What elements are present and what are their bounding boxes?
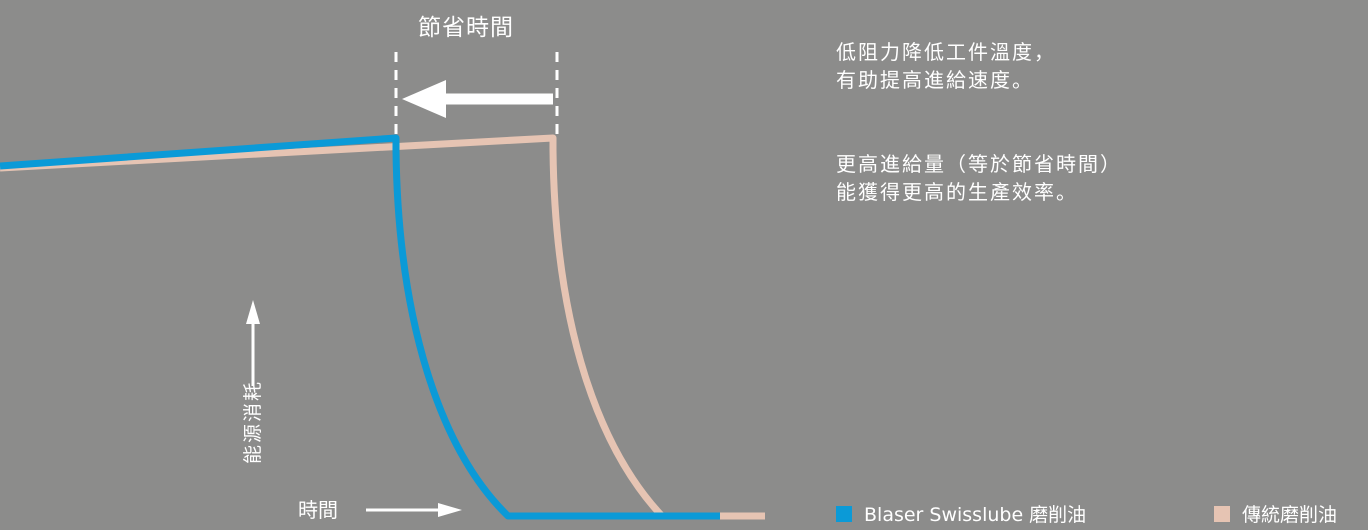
x-axis-label: 時間 [298, 498, 338, 522]
up-arrow-icon [246, 300, 260, 386]
legend-swatch-blaser [836, 505, 852, 522]
legend-item-conventional: 傳統磨削油 [1214, 500, 1337, 527]
legend-label-conventional: 傳統磨削油 [1242, 504, 1338, 526]
description-line: 更高進給量（等於節省時間） [836, 152, 1122, 176]
legend-label-blaser: Blaser Swisslube 磨削油 [864, 504, 1087, 526]
saving-time-label: 節省時間 [418, 15, 514, 41]
conventional-curve [0, 134, 765, 520]
description-line: 能獲得更高的生產效率。 [836, 180, 1078, 204]
description-line: 有助提高進給速度。 [836, 68, 1034, 92]
description-block-1: 低阻力降低工件溫度， 有助提高進給速度。 [836, 38, 1056, 94]
y-axis-label: 能源消耗 [242, 379, 264, 464]
right-arrow-icon [366, 503, 462, 517]
legend-swatch-conventional [1214, 505, 1230, 522]
description-block-2: 更高進給量（等於節省時間） 能獲得更高的生產效率。 [836, 150, 1122, 206]
left-arrow-icon [402, 80, 553, 118]
description-line: 低阻力降低工件溫度， [836, 40, 1056, 64]
blaser-curve [0, 134, 720, 520]
legend-item-blaser: Blaser Swisslube 磨削油 [836, 500, 1086, 527]
